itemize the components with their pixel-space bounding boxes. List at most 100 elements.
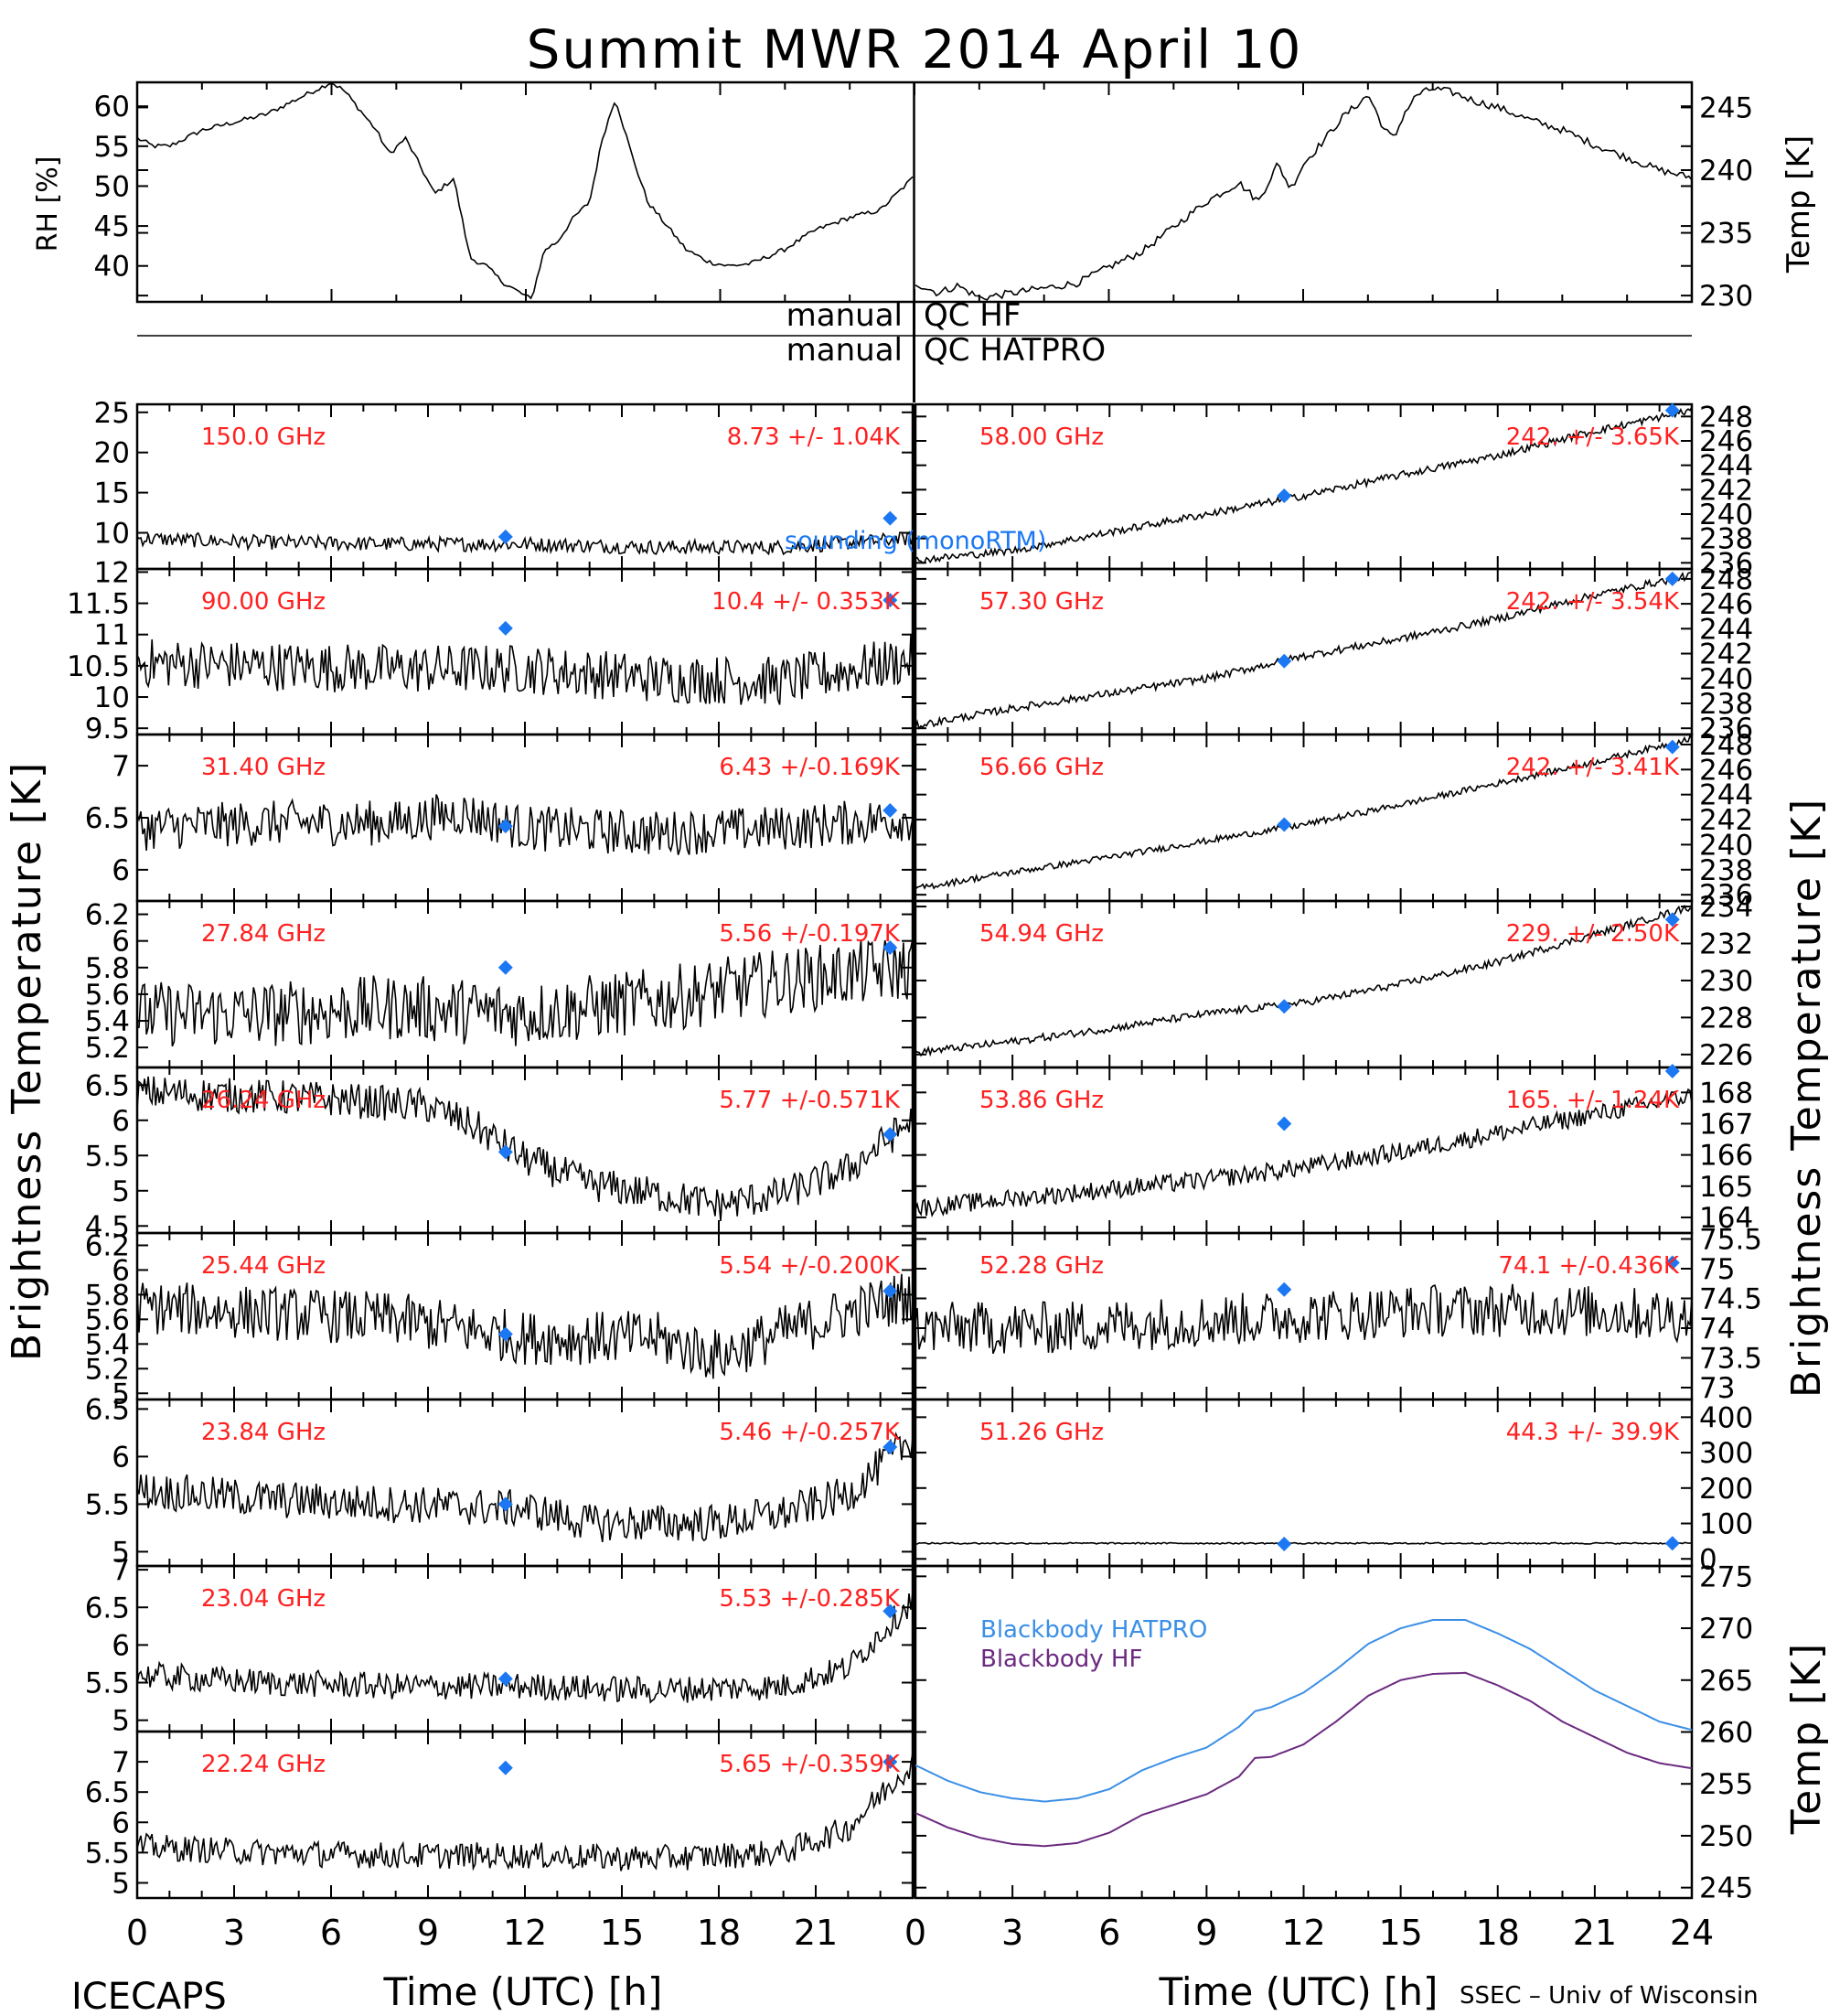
left-panel-1-marker <box>882 593 898 608</box>
left-panel-7-ytick-label: 6.5 <box>85 1592 130 1625</box>
right-panel-0-ytick-label: 240 <box>1699 499 1753 531</box>
temp-top-ylabel: Temp [K] <box>1781 135 1817 273</box>
left-panel-1-marker <box>497 620 513 636</box>
left-panel-3-trace <box>136 938 914 1047</box>
left-panel-1-ytick-label: 11 <box>94 619 130 652</box>
left-ylabel: Brightness Temperature [K] <box>4 761 50 1361</box>
left-panel-1-stat-label: 10.4 +/- 0.353K <box>711 588 901 616</box>
right-panel-1-trace-path <box>914 571 1693 731</box>
left-panel-0-ytick-label: 20 <box>94 437 130 470</box>
left-panel-6-ytick-label: 5.5 <box>85 1488 130 1521</box>
right-panel-5-marker <box>1664 1255 1680 1271</box>
right-xtick-label: 6 <box>1098 1913 1120 1953</box>
left-panel-4-ytick-label: 5 <box>112 1175 130 1208</box>
left-panel-3-channel-label: 27.84 GHz <box>201 920 326 948</box>
right-panel-6-stat-label: 44.3 +/- 39.9K <box>1506 1419 1680 1446</box>
right-panel-1-ytick-label: 248 <box>1699 563 1753 596</box>
right-panel-0-ytick-label: 236 <box>1699 547 1753 580</box>
right-panel-1-ytick-label: 240 <box>1699 663 1753 696</box>
blackbody-axis-ytick-label: 275 <box>1699 1560 1753 1593</box>
left-panel-5-ytick-label: 5.8 <box>85 1279 130 1312</box>
right-panel-5-ytick-label: 73 <box>1699 1372 1735 1405</box>
right-panel-3-marker <box>1277 999 1292 1014</box>
temp-axis-ytick-label: 245 <box>1699 91 1753 124</box>
left-panel-6-ytick-label: 5 <box>112 1536 130 1569</box>
left-panel-2-marker <box>882 803 898 819</box>
right-panel-3-trace-path <box>914 904 1693 1057</box>
right-panel-1-stat-label: 242. +/- 3.54K <box>1506 588 1680 616</box>
left-panel-4-ytick-label: 4.5 <box>85 1210 130 1243</box>
right-panel-0-ytick-label: 248 <box>1699 401 1753 434</box>
footer-right-ssec: SSEC – Univ of Wisconsin <box>1460 1982 1759 2010</box>
left-panel-3-marker <box>497 960 513 975</box>
left-xtick-label: 6 <box>320 1913 342 1953</box>
right-panel-3-marker <box>1664 912 1680 928</box>
right-panel-1-trace <box>914 571 1693 731</box>
right-panel-4-marker <box>1664 1064 1680 1078</box>
left-panel-5-stat-label: 5.54 +/-0.200K <box>719 1252 901 1280</box>
left-panel-7-marker <box>882 1603 898 1619</box>
blackbody-series-line <box>914 1619 1693 1803</box>
right-bottom-ylabel: Temp [K] <box>1783 1642 1829 1835</box>
left-panel-5-ytick-label: 5 <box>112 1378 130 1410</box>
left-xtick-label: 9 <box>417 1913 439 1953</box>
blackbody-axis-ytick-label: 250 <box>1699 1820 1753 1853</box>
right-panel-0-ytick-label: 238 <box>1699 523 1753 556</box>
left-panel-4-ytick-label: 5.5 <box>85 1140 130 1173</box>
left-panel-5-trace <box>136 1273 914 1379</box>
left-panel-8-trace-path <box>136 1753 914 1871</box>
left-panel-8-marker <box>882 1754 898 1770</box>
left-panel-5-marker <box>882 1283 898 1299</box>
rh-axis-ytick-label: 55 <box>94 131 130 164</box>
right-panel-0-ytick-label: 246 <box>1699 425 1753 458</box>
right-panel-2-marker <box>1277 817 1292 832</box>
right-panel-6-ytick-label: 400 <box>1699 1401 1753 1434</box>
right-panel-0-marker <box>1664 402 1680 418</box>
right-panel-2-trace <box>914 734 1693 890</box>
right-panel-3-ytick-label: 232 <box>1699 928 1753 961</box>
right-panel-5-marker <box>1277 1281 1292 1297</box>
left-panel-0-trace <box>136 531 914 556</box>
left-panel-8-marker <box>497 1760 513 1775</box>
right-panel-4-trace-path <box>914 1088 1693 1217</box>
left-xtick-label: 15 <box>600 1913 644 1953</box>
right-panel-6-ytick-label: 300 <box>1699 1437 1753 1470</box>
left-panel-0-stat-label: 8.73 +/- 1.04K <box>727 424 901 451</box>
left-xtick-label: 0 <box>126 1913 148 1953</box>
right-panel-6-trace <box>915 1541 1693 1545</box>
left-panel-8-stat-label: 5.65 +/-0.359K <box>719 1751 901 1778</box>
right-panel-4-stat-label: 165. +/- 1.24K <box>1506 1087 1680 1114</box>
rh-axis-ytick-label: 60 <box>94 91 130 123</box>
temp-axis-ytick-label: 240 <box>1699 155 1753 188</box>
right-panel-6-ytick-label: 0 <box>1699 1543 1717 1576</box>
qc-row2-left: manual <box>786 332 903 369</box>
right-xtick-label: 12 <box>1281 1913 1325 1953</box>
right-panel-1-marker <box>1664 571 1680 586</box>
right-panel-6-channel-label: 51.26 GHz <box>979 1419 1104 1446</box>
right-xtick-label: 15 <box>1378 1913 1422 1953</box>
left-xtick-label: 3 <box>223 1913 245 1953</box>
left-panel-2-trace-path <box>136 794 914 855</box>
footer-left-icecaps: ICECAPS <box>71 1976 227 2012</box>
left-panel-6-channel-label: 23.84 GHz <box>201 1419 326 1446</box>
left-panel-1-trace <box>136 635 914 705</box>
left-panel-0-ytick-label: 10 <box>94 517 130 550</box>
blackbody-axis-ytick-label: 265 <box>1699 1665 1753 1698</box>
right-panel-3-stat-label: 229. +/- 2.50K <box>1506 920 1680 948</box>
rh-axis-ytick-label: 50 <box>94 170 130 203</box>
right-panel-0-ytick-label: 242 <box>1699 474 1753 507</box>
right-panel-4-ytick-label: 164 <box>1699 1202 1753 1235</box>
right-panel-2-ytick-label: 236 <box>1699 879 1753 912</box>
left-panel-5-trace-path <box>136 1273 914 1379</box>
left-panel-8-ytick-label: 6 <box>112 1807 130 1839</box>
temp-axis-ytick-label: 235 <box>1699 218 1753 251</box>
right-panel-1-ytick-label: 236 <box>1699 713 1753 745</box>
left-panel-8-ytick-label: 5.5 <box>85 1837 130 1870</box>
left-panel-1-trace-path <box>136 635 914 705</box>
left-panel-4-stat-label: 5.77 +/-0.571K <box>719 1087 901 1114</box>
left-xtick-label: 12 <box>503 1913 547 1953</box>
right-panel-2-ytick-label: 248 <box>1699 729 1753 762</box>
right-panel-0-trace <box>914 406 1693 564</box>
right-panel-1-ytick-label: 246 <box>1699 588 1753 621</box>
